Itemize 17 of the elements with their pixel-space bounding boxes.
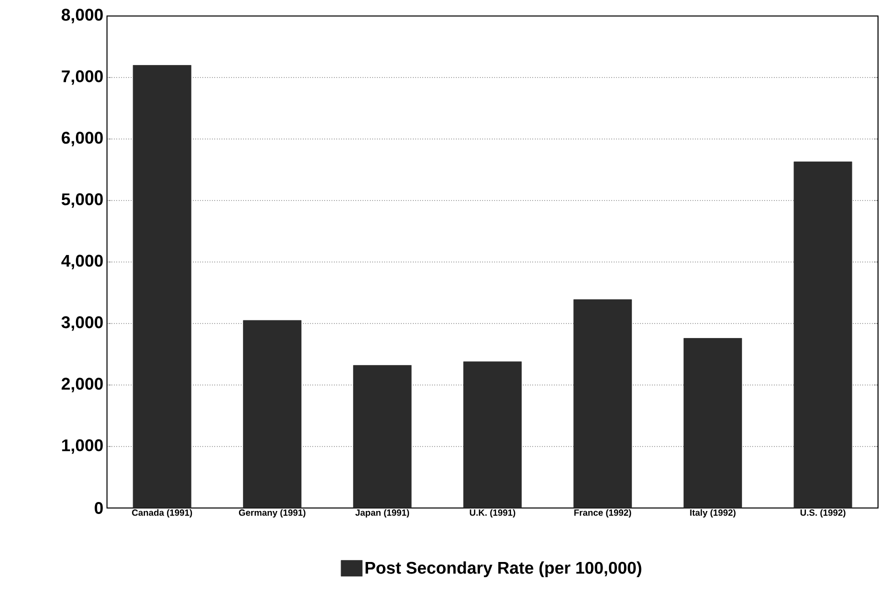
y-tick-label: 0 [94,502,103,514]
x-tick-label: U.S. (1992) [800,509,846,518]
x-tick-label: France (1992) [574,509,632,518]
x-tick-label: Germany (1991) [238,509,306,518]
y-tick-label: 5,000 [62,193,103,208]
y-tick-label: 3,000 [61,316,103,331]
y-tick-label: 8,000 [62,8,103,24]
x-tick-label: U.K. (1991) [470,509,516,518]
x-tick-label: Japan (1991) [355,509,410,518]
y-tick-label: 7,000 [62,70,103,85]
y-tick-label: 4,000 [61,254,103,270]
y-tick-label: 6,000 [62,132,103,146]
legend-label: Post Secondary Rate (per 100,000) [366,561,642,578]
y-tick-label: 2,000 [62,378,103,392]
x-tick-label: Canada (1991) [132,509,192,518]
y-tick-label: 1,000 [62,439,103,454]
x-tick-label: Italy (1992) [690,509,736,518]
